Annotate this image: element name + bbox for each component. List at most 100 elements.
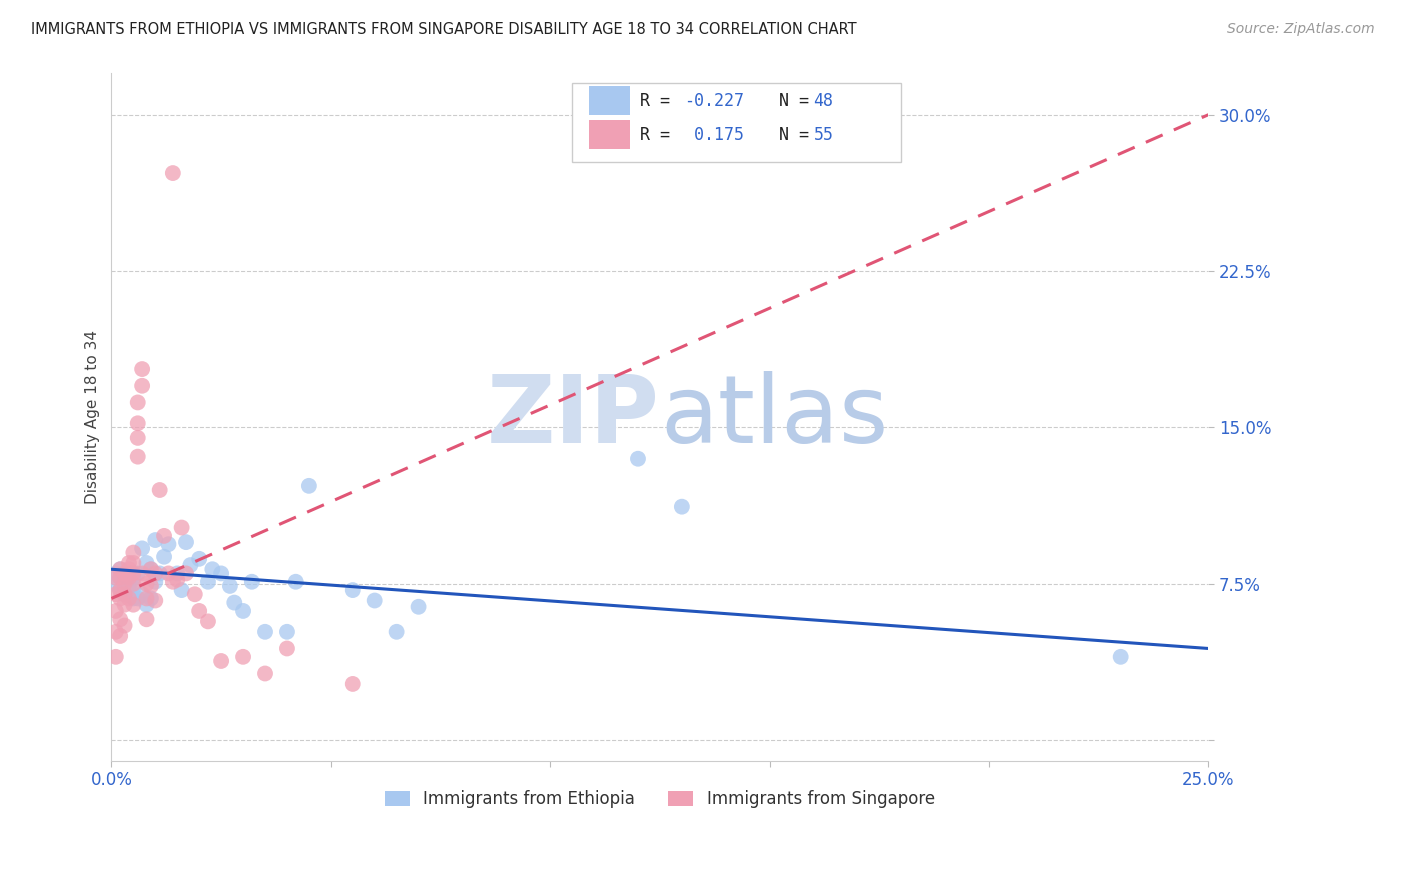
FancyBboxPatch shape	[589, 120, 630, 149]
Point	[253, 624, 276, 639]
Point	[170, 583, 193, 598]
Text: 0.175: 0.175	[685, 126, 744, 144]
Point	[127, 431, 149, 445]
Point	[143, 566, 166, 581]
Point	[127, 591, 149, 606]
Point	[276, 624, 298, 639]
Point	[197, 615, 219, 629]
Point	[385, 624, 408, 639]
Point	[364, 593, 387, 607]
Point	[127, 395, 149, 409]
Text: R =: R =	[640, 126, 681, 144]
Point	[224, 596, 246, 610]
Point	[108, 571, 131, 585]
Point	[219, 579, 242, 593]
Point	[149, 483, 172, 497]
FancyBboxPatch shape	[589, 86, 630, 115]
Point	[108, 583, 131, 598]
Legend: Immigrants from Ethiopia, Immigrants from Singapore: Immigrants from Ethiopia, Immigrants fro…	[378, 783, 942, 814]
Point	[104, 624, 127, 639]
Point	[104, 587, 127, 601]
Point	[114, 618, 136, 632]
Point	[135, 577, 157, 591]
Point	[179, 558, 201, 572]
Point	[114, 587, 136, 601]
Point	[627, 451, 650, 466]
Point	[135, 612, 157, 626]
Text: N =: N =	[759, 92, 818, 110]
Point	[166, 566, 188, 581]
Point	[114, 587, 136, 601]
Point	[143, 533, 166, 547]
Point	[114, 574, 136, 589]
Point	[135, 591, 157, 606]
Text: 55: 55	[814, 126, 834, 144]
Point	[104, 577, 127, 591]
Point	[122, 566, 145, 581]
Point	[188, 604, 211, 618]
Point	[201, 562, 224, 576]
Point	[131, 566, 153, 581]
Point	[139, 579, 162, 593]
Point	[118, 579, 141, 593]
Text: N =: N =	[759, 126, 818, 144]
Point	[104, 604, 127, 618]
Point	[166, 573, 188, 587]
Point	[118, 566, 141, 581]
Point	[143, 574, 166, 589]
Point	[108, 629, 131, 643]
Text: -0.227: -0.227	[685, 92, 744, 110]
Point	[298, 479, 321, 493]
Text: R =: R =	[640, 92, 681, 110]
Point	[122, 598, 145, 612]
Point	[342, 583, 364, 598]
Point	[1109, 649, 1132, 664]
Point	[135, 556, 157, 570]
Point	[253, 666, 276, 681]
Text: Source: ZipAtlas.com: Source: ZipAtlas.com	[1227, 22, 1375, 37]
Point	[127, 417, 149, 431]
Point	[139, 562, 162, 576]
Point	[104, 566, 127, 581]
Y-axis label: Disability Age 18 to 34: Disability Age 18 to 34	[86, 330, 100, 504]
Point	[122, 571, 145, 585]
Point	[122, 556, 145, 570]
Point	[174, 535, 197, 549]
Point	[127, 566, 149, 581]
Point	[671, 500, 693, 514]
Point	[108, 612, 131, 626]
Point	[104, 571, 127, 585]
Point	[153, 529, 176, 543]
Point	[157, 537, 180, 551]
Point	[232, 604, 254, 618]
FancyBboxPatch shape	[572, 83, 901, 162]
Point	[108, 562, 131, 576]
Point	[122, 591, 145, 606]
Point	[108, 562, 131, 576]
Point	[184, 587, 207, 601]
Point	[232, 649, 254, 664]
Point	[209, 566, 232, 581]
Point	[162, 166, 184, 180]
Point	[114, 577, 136, 591]
Text: ZIP: ZIP	[486, 371, 659, 463]
Point	[174, 566, 197, 581]
Point	[118, 556, 141, 570]
Text: 48: 48	[814, 92, 834, 110]
Point	[122, 545, 145, 559]
Point	[114, 598, 136, 612]
Point	[162, 574, 184, 589]
Point	[408, 599, 430, 614]
Point	[118, 562, 141, 576]
Point	[127, 450, 149, 464]
Point	[139, 562, 162, 576]
Point	[108, 571, 131, 585]
Point	[153, 549, 176, 564]
Point	[108, 583, 131, 598]
Point	[104, 649, 127, 664]
Point	[188, 551, 211, 566]
Point	[135, 598, 157, 612]
Point	[149, 566, 172, 581]
Point	[240, 574, 263, 589]
Point	[284, 574, 307, 589]
